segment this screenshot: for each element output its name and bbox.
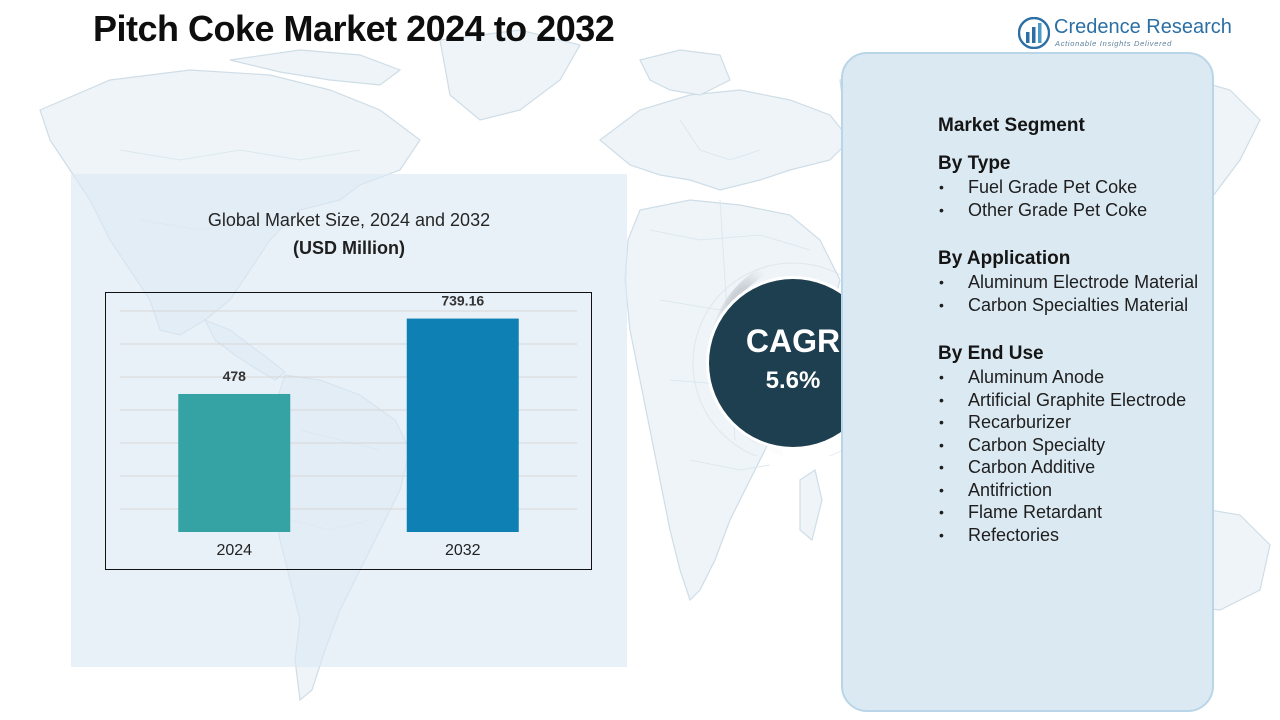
segment-list: • Aluminum Anode • Artificial Graphite Elec… — [938, 366, 1208, 546]
data-label: 739.16 — [441, 293, 484, 309]
bar-chart-frame: 478 2024 739.16 2032 — [105, 292, 592, 570]
segment-item-label: Fuel Grade Pet Coke — [968, 177, 1138, 197]
bullet-icon: • — [939, 201, 944, 218]
segment-list-item: • Aluminum Anode — [938, 366, 1208, 389]
segment-item-label: Other Grade Pet Coke — [968, 199, 1148, 220]
segment-item-label: Antifriction — [968, 479, 1053, 500]
segment-list: • Aluminum Electrode Material • Carbon Spec… — [938, 271, 1208, 316]
segment-item-label: Carbon Specialties Material — [968, 294, 1189, 315]
credence-logo-icon — [1018, 17, 1050, 49]
segment-list: • Fuel Grade Pet Coke • Other Grade Pet Cok… — [938, 176, 1208, 221]
chart-panel: Global Market Size, 2024 and 2032 (USD M… — [71, 174, 627, 667]
segment-item-label: Flame Retardant — [968, 502, 1103, 522]
bullet-icon: • — [939, 504, 944, 520]
market-segment-panel: Market Segment By Type • Fuel Grade Pet Co… — [841, 52, 1214, 712]
segment-list-item: • Aluminum Electrode Material — [938, 271, 1208, 294]
segment-group-title: By End Use — [938, 343, 1044, 364]
bullet-icon: • — [939, 526, 944, 543]
bar-2032 — [406, 318, 519, 532]
segment-list-item: • Carbon Specialties Material — [938, 294, 1208, 317]
cagr-label: CAGR — [745, 323, 841, 359]
segment-item-label: Aluminum Anode — [968, 367, 1105, 387]
segment-list-item: • Flame Retardant — [938, 501, 1208, 524]
segment-group: By Application • Aluminum Electrode Materi… — [938, 247, 1208, 316]
bullet-icon: • — [939, 459, 944, 475]
bullet-icon: • — [939, 179, 944, 195]
page-title: Pitch Coke Market 2024 to 2032 — [93, 8, 615, 49]
segment-group: By Type • Fuel Grade Pet Coke • Other Grade … — [938, 152, 1208, 221]
logo-tagline: Actionable Insights Delivered — [1055, 39, 1173, 48]
chart-subtitle: (USD Million) — [293, 238, 405, 258]
segment-item-label: Carbon Specialty — [968, 434, 1106, 455]
segment-item-label: Artificial Graphite Electrode — [968, 389, 1187, 410]
bullet-icon: • — [939, 481, 944, 498]
segment-list-item: • Carbon Specialty — [938, 434, 1208, 457]
segment-item-label: Carbon Additive — [968, 457, 1096, 477]
bullet-icon: • — [939, 369, 944, 385]
data-label: 478 — [223, 368, 247, 384]
credence-research-logo[interactable]: Credence Research Actionable Insights De… — [1018, 14, 1238, 50]
segment-group-title: By Type — [938, 153, 1011, 174]
bullet-icon: • — [939, 414, 944, 430]
cagr-value: 5.6% — [765, 367, 821, 394]
segment-group-title: By Application — [938, 248, 1071, 269]
logo-name: Credence Research — [1054, 16, 1232, 38]
segment-item-label: Refectories — [968, 524, 1060, 545]
segment-list-item: • Other Grade Pet Coke — [938, 199, 1208, 222]
segment-item-label: Recarburizer — [968, 412, 1072, 432]
segment-list-item: • Refectories — [938, 524, 1208, 547]
segment-list-item: • Antifriction — [938, 479, 1208, 502]
bar-2024 — [178, 393, 291, 532]
x-tick-label: 2032 — [445, 542, 481, 559]
bullet-icon: • — [939, 274, 944, 290]
bullet-icon: • — [939, 296, 944, 313]
bullet-icon: • — [939, 436, 944, 453]
x-tick-label: 2024 — [216, 542, 252, 559]
segment-group: By End Use • Aluminum Anode • Artificial Gra… — [938, 342, 1208, 546]
segment-list-item: • Recarburizer — [938, 411, 1208, 434]
market-segment-heading: Market Segment — [938, 115, 1085, 136]
segment-list-item: • Fuel Grade Pet Coke — [938, 176, 1208, 199]
bullet-icon: • — [939, 391, 944, 408]
segment-list-item: • Carbon Additive — [938, 456, 1208, 479]
segment-list-item: • Artificial Graphite Electrode — [938, 389, 1208, 412]
bar-chart: 478 2024 739.16 2032 — [120, 293, 577, 559]
chart-title: Global Market Size, 2024 and 2032 — [207, 210, 491, 230]
segment-item-label: Aluminum Electrode Material — [968, 272, 1199, 292]
market-segment-content: Market Segment By Type • Fuel Grade Pet Co… — [938, 114, 1208, 572]
